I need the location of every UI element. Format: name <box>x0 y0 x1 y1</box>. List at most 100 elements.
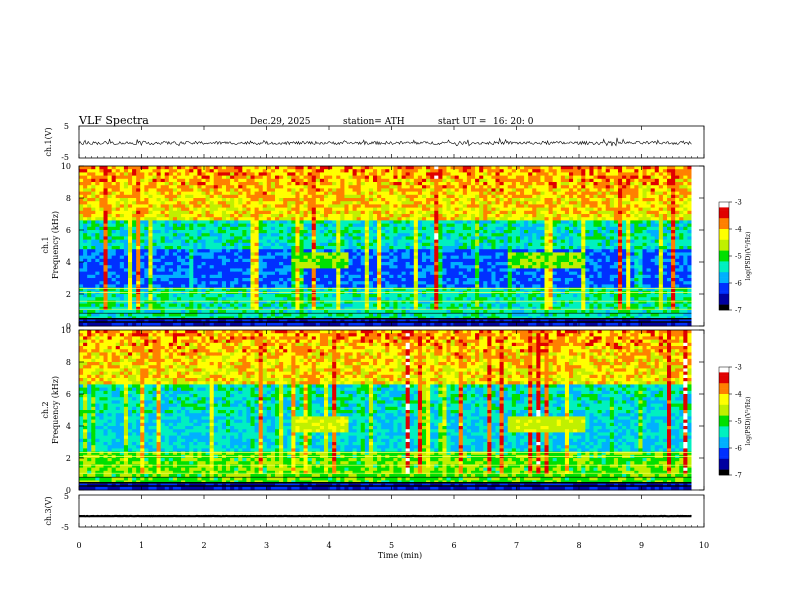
spectrogram-cell <box>87 226 92 231</box>
spectrogram-cell <box>299 220 304 224</box>
spectrogram-cell <box>156 249 162 253</box>
spectrogram-cell <box>275 310 280 314</box>
spectrogram-cell <box>479 300 484 304</box>
spectrogram-cell <box>405 210 411 215</box>
spectrogram-cell <box>475 262 480 266</box>
spectrogram-cell <box>193 300 198 304</box>
spectrogram-cell <box>315 271 321 276</box>
spectrogram-cell <box>462 262 468 266</box>
spectrogram-cell <box>128 300 133 304</box>
spectrogram-cell <box>168 214 174 218</box>
spectrogram-cell <box>91 204 96 208</box>
spectrogram-cell <box>466 188 472 192</box>
spectrogram-cell <box>177 188 182 192</box>
spectrogram-cell <box>397 242 402 247</box>
spectrogram-cell <box>340 300 345 304</box>
spectrogram-cell <box>164 255 170 260</box>
spectrogram-cell <box>205 310 211 314</box>
spectrogram-cell <box>377 274 382 279</box>
spectrogram-cell <box>262 178 268 183</box>
spectrogram-cell <box>417 223 423 228</box>
spectrogram-cell <box>156 182 162 186</box>
spectrogram-cell <box>246 210 251 215</box>
spectrogram-cell <box>266 201 272 205</box>
spectrogram-cell <box>434 306 439 311</box>
spectrogram-cell <box>373 297 378 301</box>
spectrogram-cell <box>201 169 206 173</box>
spectrogram-cell <box>450 220 456 224</box>
spectrogram-cell <box>238 178 243 183</box>
spectrogram-cell <box>156 175 162 180</box>
spectrogram-cell <box>221 258 227 263</box>
spectrogram-cell <box>377 207 382 212</box>
spectrogram-cell <box>324 271 329 276</box>
spectrogram-cell <box>254 255 260 260</box>
spectrogram-cell <box>462 255 468 260</box>
spectrogram-cell <box>291 217 296 221</box>
spectrogram-cell <box>193 297 198 301</box>
spectrogram-cell <box>307 268 313 272</box>
spectrogram-cell <box>426 220 431 224</box>
spectrogram-cell <box>417 188 423 192</box>
spectrogram-cell <box>422 258 427 263</box>
spectrogram-cell <box>238 246 243 250</box>
spectrogram-cell <box>266 191 272 196</box>
spectrogram-cell <box>209 210 215 215</box>
spectrogram-cell <box>479 281 484 285</box>
spectrogram-cell <box>442 242 447 247</box>
spectrogram-cell <box>270 278 276 282</box>
spectrogram-cell <box>205 281 211 285</box>
spectrogram-cell <box>303 281 309 285</box>
spectrogram-cell <box>385 178 390 183</box>
spectrogram-cell <box>422 217 427 221</box>
spectrogram-cell <box>352 230 358 234</box>
spectrogram-cell <box>405 306 411 311</box>
spectrogram-cell <box>148 297 153 301</box>
spectrogram-cell <box>205 300 211 304</box>
spectrogram-cell <box>450 230 456 234</box>
spectrogram-cell <box>291 278 296 282</box>
spectrogram-cell <box>177 255 182 260</box>
spectrogram-cell <box>475 284 480 288</box>
spectrogram-cell <box>389 182 394 186</box>
spectrogram-cell <box>368 262 374 266</box>
spectrogram-cell <box>177 242 182 247</box>
spectrogram-cell <box>144 287 149 292</box>
spectrogram-cell <box>132 262 137 266</box>
spectrogram-cell <box>413 214 419 218</box>
spectrogram-cell <box>234 303 239 308</box>
spectrogram-cell <box>458 217 464 221</box>
spectrogram-cell <box>299 204 304 208</box>
spectrogram-cell <box>295 310 300 314</box>
spectrogram-cell <box>79 306 84 311</box>
spectrogram-cell <box>430 210 435 215</box>
spectrogram-cell <box>324 233 329 237</box>
spectrogram-cell <box>458 175 464 180</box>
spectrogram-cell <box>160 207 166 212</box>
spectrogram-cell <box>315 166 321 170</box>
spectrogram-cell <box>115 201 121 205</box>
spectrogram-cell <box>303 230 309 234</box>
spectrogram-cell <box>111 194 117 199</box>
spectrogram-cell <box>87 230 92 234</box>
spectrogram-cell <box>209 306 215 311</box>
spectrogram-cell <box>140 204 145 208</box>
spectrogram-cell <box>128 268 133 272</box>
spectrogram-cell <box>217 313 223 317</box>
spectrogram-cell <box>471 310 476 314</box>
spectrogram-cell <box>311 169 317 173</box>
spectrogram-cell <box>254 239 260 244</box>
spectrogram-cell <box>128 178 133 183</box>
spectrogram-cell <box>87 310 92 314</box>
spectrogram-cell <box>136 223 141 228</box>
spectrogram-cell <box>426 249 431 253</box>
spectrogram-cell <box>209 278 215 282</box>
spectrogram-cell <box>303 185 309 189</box>
spectrogram-cell <box>107 172 113 176</box>
spectrogram-cell <box>197 242 202 247</box>
spectrogram-cell <box>319 230 325 234</box>
spectrogram-cell <box>340 207 345 212</box>
spectrogram-cell <box>475 236 480 240</box>
spectrogram-cell <box>246 322 251 327</box>
spectrogram-cell <box>311 262 317 266</box>
